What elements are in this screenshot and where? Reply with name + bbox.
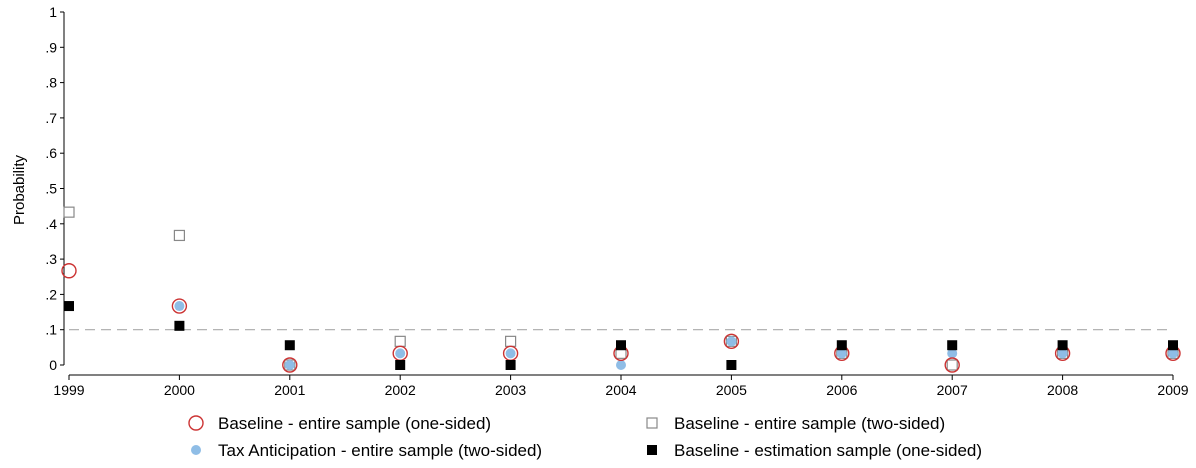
data-point <box>1168 340 1178 351</box>
data-point <box>64 301 74 312</box>
y-tick-label: .5 <box>45 181 57 197</box>
legend-item: Baseline - estimation sample (one-sided) <box>647 441 982 460</box>
data-point <box>173 229 185 242</box>
x-tick-label: 2003 <box>495 382 526 398</box>
y-axis-title: Probability <box>11 154 28 225</box>
legend-marker <box>646 417 658 429</box>
y-tick-label: .9 <box>45 39 57 55</box>
series-3-points <box>64 301 1178 370</box>
x-tick-label: 2008 <box>1047 382 1078 398</box>
y-tick-label: .3 <box>45 251 57 267</box>
data-point <box>174 301 185 312</box>
data-point <box>836 348 847 359</box>
x-tick-label: 2000 <box>164 382 195 398</box>
data-point <box>836 340 847 351</box>
x-tick-label: 2009 <box>1157 382 1188 398</box>
x-tick-label: 2001 <box>274 382 305 398</box>
legend-marker <box>647 445 657 455</box>
axes: 0 .1 .2 .3 .4 .5 .6 .7 .8 .9 1 1999 2000 2001 2002 2003… <box>45 4 1188 398</box>
x-tick-label: 2004 <box>605 382 636 398</box>
x-tick-label: 2002 <box>385 382 416 398</box>
data-point <box>947 340 958 351</box>
legend-item: Tax Anticipation - entire sample (two-si… <box>191 441 542 460</box>
x-tick-label: 2005 <box>716 382 747 398</box>
legend-label: Baseline - entire sample (one-sided) <box>218 414 491 433</box>
y-tick-label: 0 <box>49 357 57 373</box>
legend-label: Baseline - entire sample (two-sided) <box>674 414 945 433</box>
data-point <box>63 206 75 218</box>
legend: Baseline - entire sample (one-sided) Base… <box>188 414 982 460</box>
y-tick-label: .2 <box>45 286 57 302</box>
legend-marker <box>191 445 201 455</box>
data-point <box>947 348 958 359</box>
data-point <box>616 360 626 370</box>
legend-marker <box>188 415 204 431</box>
legend-item: Baseline - entire sample (two-sided) <box>646 414 945 433</box>
data-point <box>395 360 406 370</box>
data-point <box>726 336 737 347</box>
data-point <box>1168 348 1178 359</box>
x-tick-label: 2007 <box>937 382 968 398</box>
series-2-points <box>174 301 1178 370</box>
data-point <box>505 360 516 370</box>
legend-item: Baseline - entire sample (one-sided) <box>188 414 491 433</box>
data-point <box>616 340 626 351</box>
data-point <box>395 348 406 359</box>
y-tick-label: .8 <box>45 75 57 91</box>
data-marks <box>61 206 1181 373</box>
legend-label: Tax Anticipation - entire sample (two-si… <box>218 441 542 460</box>
data-point <box>726 360 737 370</box>
data-point <box>171 298 188 314</box>
data-point <box>284 360 295 370</box>
y-tick-label: .1 <box>45 322 57 338</box>
data-point <box>284 340 295 351</box>
y-tick-label: .7 <box>45 110 57 126</box>
data-point <box>282 357 298 373</box>
data-point <box>944 357 960 373</box>
data-point <box>61 263 77 279</box>
y-tick-label: .6 <box>45 145 57 161</box>
data-point <box>174 320 185 331</box>
y-tick-label: 1 <box>49 4 57 20</box>
data-point <box>1057 348 1068 359</box>
data-point <box>505 348 516 359</box>
data-point <box>1057 340 1068 351</box>
x-tick-label: 2006 <box>826 382 857 398</box>
data-point <box>394 335 406 347</box>
data-point <box>723 333 740 350</box>
data-point <box>505 335 517 347</box>
data-point <box>946 359 958 371</box>
y-tick-label: .4 <box>45 216 57 232</box>
legend-label: Baseline - estimation sample (one-sided) <box>674 441 982 460</box>
x-tick-label: 1999 <box>53 382 84 398</box>
